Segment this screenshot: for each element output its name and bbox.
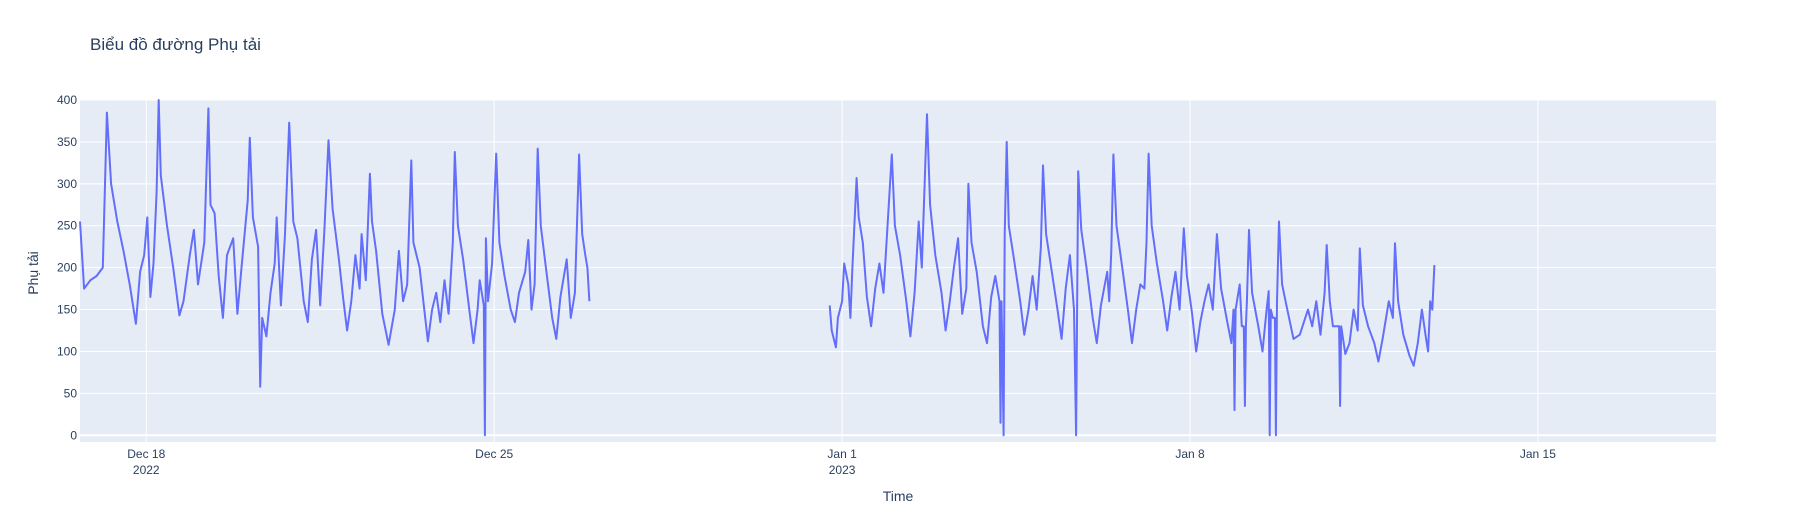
y-tick-label: 250 xyxy=(57,219,77,233)
x-gridlines xyxy=(145,100,1539,442)
x-tick-label: Jan 1 xyxy=(827,447,857,461)
y-axis-title: Phụ tải xyxy=(25,251,41,295)
x-tick-label: Jan 15 xyxy=(1520,447,1556,461)
x-axis-ticks: Dec 18 2022 Dec 25 Jan 1 2023 Jan 8 Jan 15 xyxy=(127,447,1556,477)
x-tick-year-label: 2022 xyxy=(133,463,160,477)
x-tick-label: Jan 8 xyxy=(1175,447,1205,461)
y-tick-label: 0 xyxy=(70,428,77,442)
x-axis-title: Time xyxy=(883,488,914,504)
series-line xyxy=(79,99,1436,437)
chart-title: Biểu đồ đường Phụ tải xyxy=(90,35,261,54)
x-tick-label: Dec 18 xyxy=(127,447,165,461)
series-layer xyxy=(79,99,1436,437)
y-tick-label: 150 xyxy=(57,303,77,317)
y-tick-label: 100 xyxy=(57,344,77,358)
x-tick-label: Dec 25 xyxy=(475,447,513,461)
y-tick-label: 400 xyxy=(57,93,77,107)
y-gridlines xyxy=(80,99,1716,437)
plot-area xyxy=(80,100,1716,442)
y-tick-label: 200 xyxy=(57,261,77,275)
y-tick-label: 50 xyxy=(64,386,78,400)
y-axis-ticks: 0 50 100 150 200 250 300 350 400 xyxy=(57,93,77,442)
y-tick-label: 350 xyxy=(57,135,77,149)
x-tick-year-label: 2023 xyxy=(829,463,856,477)
y-tick-label: 300 xyxy=(57,177,77,191)
